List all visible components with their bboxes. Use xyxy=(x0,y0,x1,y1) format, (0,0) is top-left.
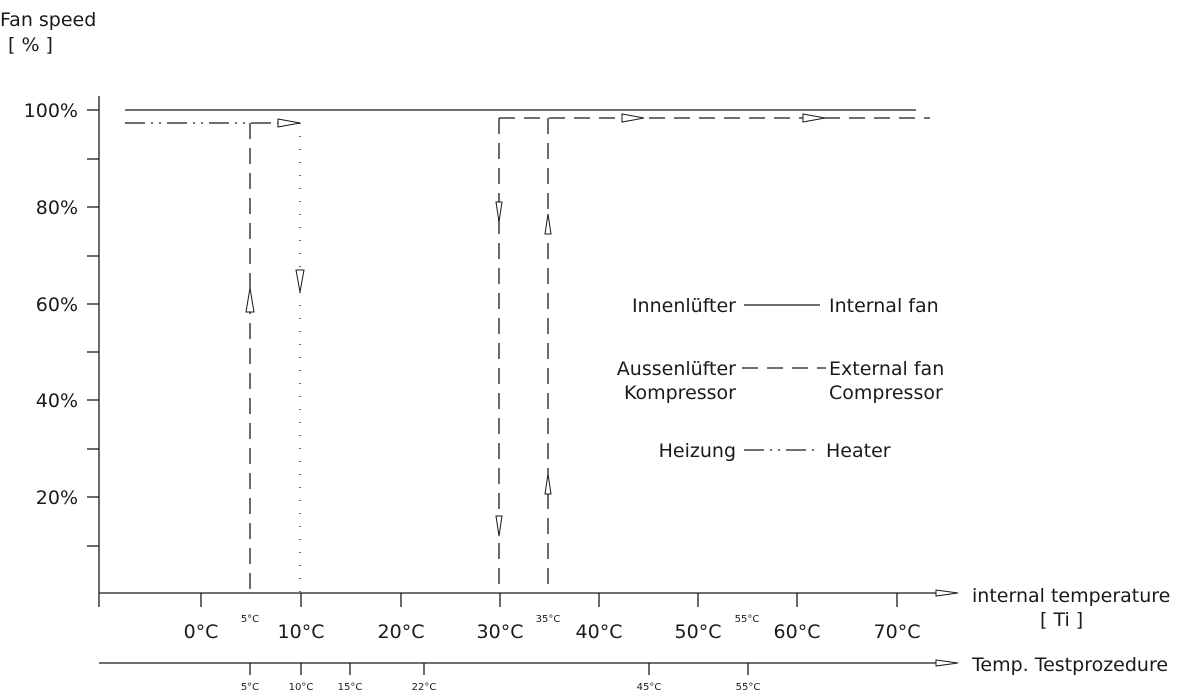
y-tick-label: 100% xyxy=(24,100,78,122)
legend-compressor-de: Kompressor xyxy=(624,382,736,404)
legend: Innenlüfter Internal fan Aussenlüfter Ex… xyxy=(617,295,944,462)
x-tick-label: 30°C xyxy=(477,621,524,643)
y-tick-label: 60% xyxy=(36,294,78,316)
x-tick-label: 20°C xyxy=(378,621,425,643)
legend-external-fan-de: Aussenlüfter xyxy=(617,358,736,380)
external-fan-arrow-right xyxy=(621,113,645,123)
x-tick-label: 60°C xyxy=(774,621,821,643)
x-tick-label: 70°C xyxy=(874,621,921,643)
x-axis-ticks xyxy=(98,593,898,607)
x-small-label: 5°C xyxy=(241,614,259,625)
legend-internal-fan-en: Internal fan xyxy=(829,295,939,317)
heater-arrow-right xyxy=(277,118,301,128)
legend-internal-fan-de: Innenlüfter xyxy=(632,295,736,317)
legend-compressor-en: Compressor xyxy=(829,382,943,404)
y-axis-ticks xyxy=(87,109,99,547)
external-fan-arrow-down xyxy=(495,515,503,537)
y-tick-label: 80% xyxy=(36,197,78,219)
legend-heater-de: Heizung xyxy=(659,440,736,462)
y-tick-label: 40% xyxy=(36,390,78,412)
x-axis-title: internal temperature xyxy=(972,585,1170,607)
x2-tick-label: 45°C xyxy=(637,682,662,693)
x-small-label: 35°C xyxy=(536,614,561,625)
external-fan-arrow-down xyxy=(495,201,503,223)
y-axis-title: Fan speed xyxy=(0,9,96,31)
x-tick-label: 50°C xyxy=(675,621,722,643)
y-axis-unit: [ % ] xyxy=(8,34,53,56)
x-axis-arrowhead xyxy=(935,589,959,597)
x2-tick-label: 15°C xyxy=(338,682,363,693)
x-tick-label: 10°C xyxy=(278,621,325,643)
heater-arrow-up xyxy=(245,287,255,313)
external-fan-arrow-right xyxy=(802,113,826,123)
x-tick-label: 0°C xyxy=(184,621,219,643)
external-fan-arrow-up xyxy=(544,473,552,495)
x2-axis-ticks xyxy=(249,663,749,675)
legend-external-fan-en: External fan xyxy=(829,358,944,380)
x2-tick-label: 5°C xyxy=(241,682,259,693)
x2-tick-label: 22°C xyxy=(412,682,437,693)
x-tick-label: 40°C xyxy=(576,621,623,643)
x-small-label: 55°C xyxy=(735,614,760,625)
y-tick-label: 20% xyxy=(36,487,78,509)
x2-axis-arrowhead xyxy=(935,659,959,667)
external-fan-arrow-up xyxy=(544,213,552,235)
x2-tick-label: 10°C xyxy=(289,682,314,693)
heater-arrow-down xyxy=(295,269,305,293)
x-axis-unit: [ Ti ] xyxy=(1040,609,1083,631)
legend-heater-en: Heater xyxy=(826,440,891,462)
x2-axis-title: Temp. Testprozedure xyxy=(971,654,1168,676)
x2-tick-label: 55°C xyxy=(736,682,761,693)
